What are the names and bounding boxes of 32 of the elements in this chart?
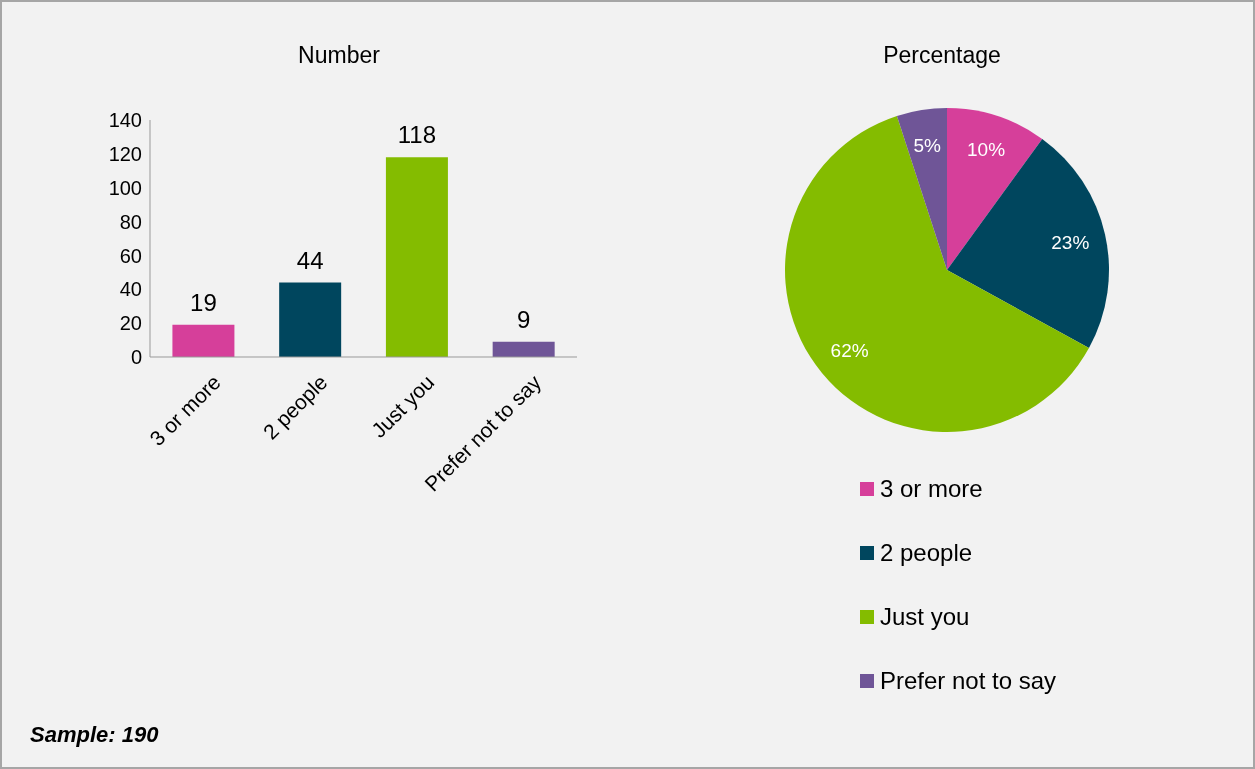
legend-label: 3 or more [880,475,983,503]
bar [385,157,448,357]
y-tick-label: 100 [108,176,142,199]
data-label: 23% [1051,231,1090,253]
y-tick-label: 120 [108,142,142,165]
chart-title: Percentage [882,42,1002,69]
bar [279,282,342,357]
y-tick-label: 80 [119,210,142,233]
y-tick-label: 40 [119,278,142,301]
legend-label: 2 people [880,539,973,567]
legend-label: Just you [880,603,970,631]
y-tick-label: 60 [119,244,142,267]
data-label: 9 [516,305,531,333]
data-label: 62% [830,340,869,362]
y-tick-label: 0 [130,346,142,369]
legend-label: Prefer not to say [880,667,1057,695]
bar [172,324,235,357]
pie-slice [896,108,947,270]
x-tick-label: Just you [366,370,439,442]
data-label: 118 [397,121,437,149]
data-label: 19 [190,288,217,316]
pie-slice [785,115,1089,432]
text: Sample: 190 [30,722,159,748]
chart-title: Number [297,42,381,69]
data-label: 5% [913,134,942,156]
y-tick-label: 140 [108,109,142,132]
pie-slice [947,138,1109,349]
bar [492,341,555,357]
pie-slice [947,108,1043,270]
data-label: 10% [967,139,1006,161]
data-label: 44 [296,246,324,274]
y-tick-label: 20 [119,312,142,335]
